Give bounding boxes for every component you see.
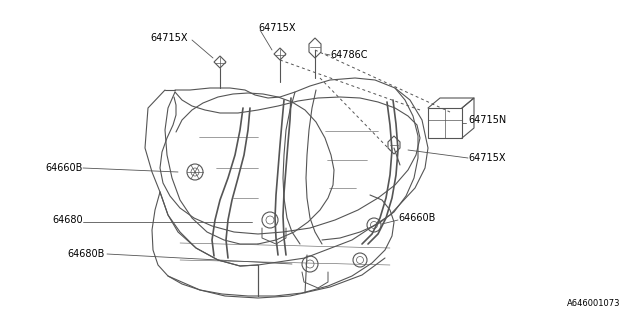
Text: 64715X: 64715X (150, 33, 188, 43)
Text: 64660B: 64660B (45, 163, 83, 173)
Text: 64680: 64680 (52, 215, 83, 225)
Text: 64715X: 64715X (258, 23, 296, 33)
Text: 64660B: 64660B (398, 213, 435, 223)
Text: 64680B: 64680B (68, 249, 105, 259)
Text: 64715X: 64715X (468, 153, 506, 163)
Text: 64786C: 64786C (330, 50, 367, 60)
Text: 64715N: 64715N (468, 115, 506, 125)
Text: A646001073: A646001073 (566, 299, 620, 308)
